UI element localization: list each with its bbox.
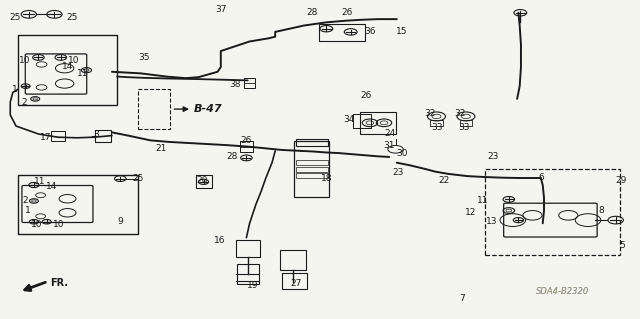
Text: 23: 23 bbox=[392, 168, 404, 177]
Text: 35: 35 bbox=[138, 53, 150, 62]
Text: 11: 11 bbox=[34, 177, 45, 186]
Text: 23: 23 bbox=[487, 152, 499, 161]
Bar bbox=[460, 120, 472, 126]
Text: 3: 3 bbox=[93, 130, 99, 139]
Text: 12: 12 bbox=[465, 208, 476, 217]
Text: 32: 32 bbox=[454, 109, 465, 118]
Text: 25: 25 bbox=[132, 174, 143, 183]
Bar bbox=[360, 112, 396, 134]
Text: 34: 34 bbox=[344, 115, 355, 124]
Text: 11: 11 bbox=[477, 197, 489, 205]
Bar bbox=[196, 175, 212, 188]
Text: SDA4-B2320: SDA4-B2320 bbox=[536, 287, 589, 296]
Text: 30: 30 bbox=[396, 149, 408, 158]
Text: 10: 10 bbox=[19, 56, 30, 65]
Bar bbox=[51, 131, 65, 141]
Text: SDA4-B2320: SDA4-B2320 bbox=[536, 287, 589, 296]
Text: 25: 25 bbox=[67, 13, 78, 22]
Bar bbox=[18, 175, 138, 234]
Bar bbox=[280, 250, 306, 270]
Text: 6: 6 bbox=[538, 173, 543, 182]
Text: 22: 22 bbox=[438, 176, 449, 185]
Bar bbox=[296, 160, 328, 165]
Text: 10: 10 bbox=[31, 220, 43, 229]
Text: 38: 38 bbox=[230, 80, 241, 89]
Text: 10: 10 bbox=[68, 56, 79, 65]
Bar bbox=[319, 24, 365, 41]
Text: 21: 21 bbox=[156, 144, 167, 153]
Bar bbox=[18, 35, 117, 105]
Bar bbox=[237, 264, 259, 284]
Text: 2: 2 bbox=[23, 197, 28, 205]
Text: 2: 2 bbox=[22, 98, 27, 107]
Bar bbox=[95, 130, 111, 142]
Text: 1: 1 bbox=[12, 85, 17, 94]
Bar bbox=[353, 114, 371, 128]
Bar bbox=[485, 169, 620, 255]
Bar bbox=[296, 167, 328, 172]
Text: 24: 24 bbox=[385, 130, 396, 138]
Text: 5: 5 bbox=[620, 241, 625, 250]
Text: 13: 13 bbox=[486, 217, 497, 226]
Bar bbox=[430, 120, 443, 126]
Text: 32: 32 bbox=[424, 109, 436, 118]
Text: 17: 17 bbox=[40, 133, 52, 142]
Text: 14: 14 bbox=[45, 182, 57, 191]
Text: 26: 26 bbox=[360, 91, 372, 100]
Text: 28: 28 bbox=[307, 8, 318, 17]
Text: 15: 15 bbox=[396, 27, 407, 36]
Text: 36: 36 bbox=[364, 27, 376, 36]
Text: 37: 37 bbox=[215, 5, 227, 14]
Text: 25: 25 bbox=[9, 13, 20, 22]
Text: 28: 28 bbox=[226, 152, 237, 161]
Text: 20: 20 bbox=[196, 176, 207, 185]
Text: 11: 11 bbox=[77, 69, 89, 78]
Text: 26: 26 bbox=[241, 136, 252, 145]
Bar bbox=[294, 141, 329, 197]
Text: 9: 9 bbox=[118, 217, 123, 226]
Text: FR.: FR. bbox=[50, 278, 68, 288]
Bar bbox=[282, 273, 307, 289]
Text: 29: 29 bbox=[615, 176, 627, 185]
Text: 19: 19 bbox=[247, 281, 259, 290]
Bar bbox=[138, 89, 170, 129]
Bar bbox=[240, 141, 253, 152]
Bar bbox=[244, 78, 255, 88]
Text: 8: 8 bbox=[599, 206, 604, 215]
Text: 1: 1 bbox=[25, 206, 30, 215]
Bar bbox=[236, 240, 260, 257]
Text: 33: 33 bbox=[431, 123, 443, 132]
Bar bbox=[296, 139, 328, 145]
Text: 26: 26 bbox=[341, 8, 353, 17]
Text: 27: 27 bbox=[290, 279, 301, 288]
Text: 33: 33 bbox=[458, 123, 470, 132]
Text: 18: 18 bbox=[321, 174, 332, 183]
Text: 14: 14 bbox=[61, 63, 73, 71]
Text: 31: 31 bbox=[383, 141, 395, 150]
Text: 10: 10 bbox=[53, 220, 65, 229]
Text: B-47: B-47 bbox=[194, 104, 223, 114]
Bar bbox=[296, 173, 328, 178]
Text: 16: 16 bbox=[214, 236, 225, 245]
Text: 7: 7 bbox=[460, 294, 465, 303]
